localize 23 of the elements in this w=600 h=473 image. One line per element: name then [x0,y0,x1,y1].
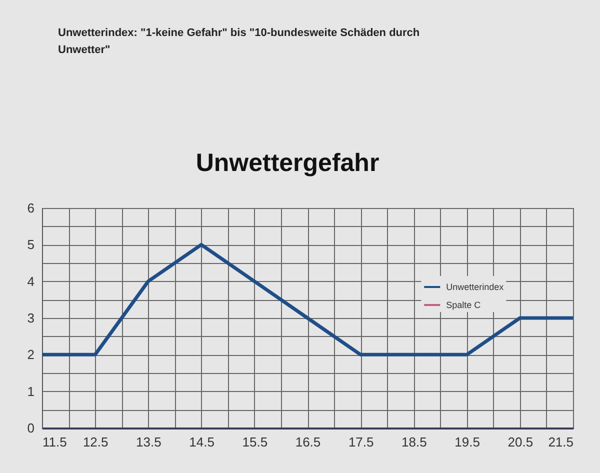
line-series [40,242,575,356]
x-tick-label: 21.5 [548,434,574,450]
x-tick-label: 13.5 [136,434,162,450]
legend-label: Spalte C [446,300,482,310]
y-tick-label: 1 [27,384,34,399]
x-tick-label: 17.5 [348,434,374,450]
chart-title: Unwettergefahr [196,149,380,177]
x-tick-label: 16.5 [295,434,321,450]
x-tick-label: 14.5 [189,434,214,450]
y-tick-label: 0 [27,420,34,436]
x-tick-label: 12.5 [82,434,108,450]
y-tick-label: 6 [27,200,34,216]
x-tick-label: 11.5 [42,434,67,450]
x-tick-label: 18.5 [402,434,427,450]
x-tick-label: 20.5 [508,434,534,450]
legend-label: Unwetterindex [446,282,504,292]
x-tick-label: 15.5 [242,434,268,450]
y-tick-label: 4 [27,274,34,289]
y-tick-label: 5 [27,237,34,252]
text: Unwetterindex: "1-keine Gefahr" bis "10-bundesweite Schäden durch Unwetter" [58,27,420,56]
y-tick-label: 3 [27,310,34,326]
y-tick-label: 2 [27,347,34,362]
x-tick-label: 19.5 [454,434,480,450]
